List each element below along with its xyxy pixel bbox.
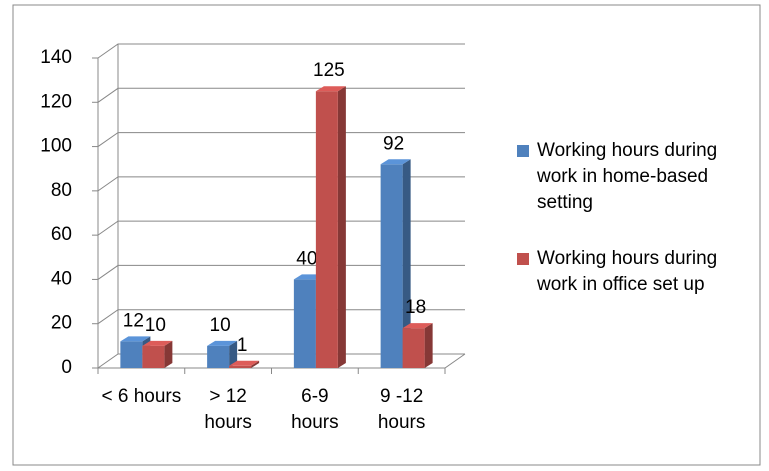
bar-side bbox=[251, 360, 260, 368]
y-tick-label: 20 bbox=[51, 313, 72, 334]
data-label: 40 bbox=[296, 248, 317, 269]
grid-line bbox=[97, 309, 465, 325]
bar bbox=[207, 345, 230, 368]
data-label: 10 bbox=[145, 315, 166, 336]
grid-line bbox=[97, 353, 465, 369]
data-label: 92 bbox=[383, 133, 404, 154]
bar-top bbox=[207, 340, 238, 346]
grid-line bbox=[97, 264, 465, 280]
bar-top bbox=[402, 323, 433, 329]
grid-line bbox=[97, 87, 465, 103]
data-label: 18 bbox=[405, 297, 426, 318]
bar-side bbox=[402, 159, 411, 368]
bar-top bbox=[380, 159, 411, 165]
bar bbox=[380, 164, 403, 368]
chart-border bbox=[12, 4, 761, 466]
legend-swatch bbox=[517, 145, 529, 157]
y-tick-label: 100 bbox=[40, 136, 72, 157]
grid-line bbox=[97, 132, 465, 147]
bar-side bbox=[424, 323, 433, 368]
bar-top bbox=[142, 340, 173, 346]
bar bbox=[293, 279, 316, 368]
x-tick-label: < 6 hours bbox=[101, 386, 182, 407]
bar bbox=[142, 345, 165, 368]
bar-top bbox=[120, 336, 151, 342]
x-tick-label: 9 -12 hours bbox=[377, 386, 426, 433]
x-tick-label: 6-9 hours bbox=[291, 386, 339, 433]
bar bbox=[120, 341, 143, 368]
data-label: 125 bbox=[313, 60, 345, 81]
grid-line bbox=[97, 220, 465, 236]
y-tick-label: 140 bbox=[40, 47, 72, 68]
y-tick-label: 40 bbox=[51, 268, 72, 289]
legend-swatch bbox=[517, 253, 529, 265]
grid-line bbox=[97, 43, 465, 59]
legend-label: Working hours during work in home-based … bbox=[537, 140, 718, 213]
bar-side bbox=[229, 340, 238, 368]
data-label: 12 bbox=[123, 310, 144, 331]
y-tick-label: 80 bbox=[51, 180, 72, 201]
x-tick-label: > 12 hours bbox=[204, 386, 252, 433]
bar-top bbox=[229, 360, 260, 366]
data-label: 10 bbox=[210, 315, 231, 336]
bar bbox=[229, 365, 252, 368]
grid-line bbox=[97, 176, 465, 192]
y-tick-label: 60 bbox=[51, 224, 72, 245]
y-tick-label: 0 bbox=[61, 357, 72, 378]
legend-label: Working hours during work in office set … bbox=[537, 248, 718, 295]
y-tick-label: 120 bbox=[40, 91, 72, 112]
data-label: 1 bbox=[237, 335, 248, 356]
bar-side bbox=[164, 340, 173, 368]
bar bbox=[315, 91, 338, 368]
bar-side bbox=[337, 86, 346, 368]
bar bbox=[402, 328, 425, 368]
bar-top bbox=[315, 86, 346, 92]
